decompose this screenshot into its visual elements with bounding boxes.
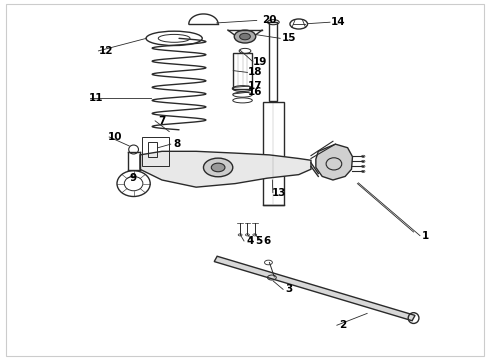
- Text: 2: 2: [339, 320, 346, 330]
- Text: 1: 1: [422, 231, 429, 240]
- Polygon shape: [140, 151, 311, 187]
- Text: 11: 11: [89, 93, 103, 103]
- Text: 9: 9: [129, 173, 136, 183]
- Text: 7: 7: [158, 116, 166, 126]
- Text: 3: 3: [285, 284, 293, 294]
- Text: 6: 6: [264, 236, 271, 246]
- Text: 17: 17: [247, 81, 262, 91]
- Ellipse shape: [240, 33, 250, 40]
- Ellipse shape: [211, 163, 225, 172]
- Text: 18: 18: [247, 67, 262, 77]
- Polygon shape: [214, 256, 415, 321]
- Text: 12: 12: [98, 46, 113, 56]
- Text: 13: 13: [272, 188, 287, 198]
- Text: 8: 8: [173, 139, 180, 149]
- Polygon shape: [316, 144, 352, 180]
- Text: 20: 20: [262, 15, 277, 26]
- Text: 15: 15: [282, 33, 296, 43]
- Text: 5: 5: [255, 236, 262, 246]
- Text: 10: 10: [108, 132, 123, 142]
- Text: 14: 14: [331, 17, 345, 27]
- Text: 16: 16: [247, 87, 262, 97]
- Bar: [148, 142, 157, 157]
- Bar: [143, 137, 169, 166]
- Text: 4: 4: [246, 236, 253, 246]
- Ellipse shape: [234, 30, 256, 43]
- Ellipse shape: [203, 158, 233, 177]
- Text: 19: 19: [252, 57, 267, 67]
